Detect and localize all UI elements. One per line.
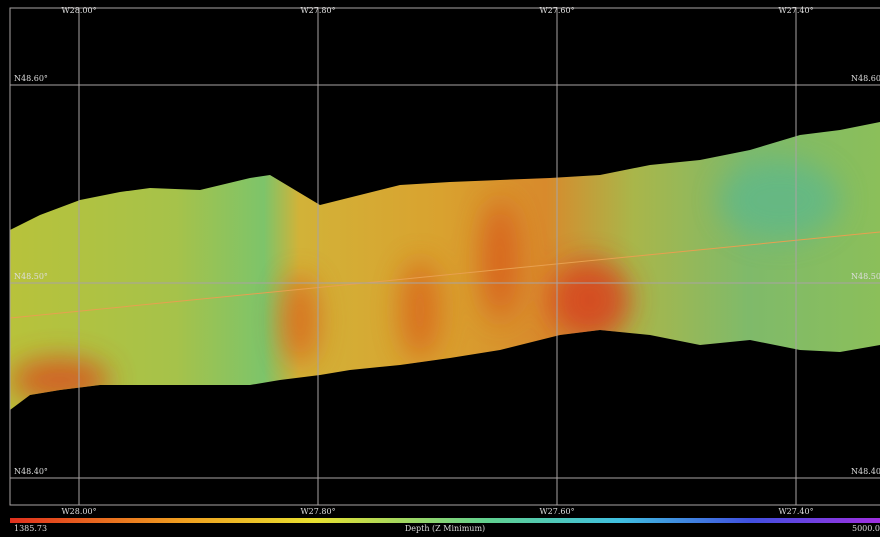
lon-label: W27.60° [539, 6, 574, 15]
colorbar [10, 518, 880, 523]
lat-label: N48.50° [14, 272, 48, 281]
lat-label: N48.40° [14, 467, 48, 476]
lat-label: N48.60° [851, 74, 880, 83]
lat-label: N48.60° [14, 74, 48, 83]
lon-label: W28.00° [61, 6, 96, 15]
lon-label: W27.40° [778, 507, 813, 516]
map-view: W28.00° W27.80° W27.60° W27.40° W28.00° … [0, 0, 880, 533]
lat-label: N48.50° [851, 272, 880, 281]
colorbar-min: 1385.73 [14, 524, 47, 533]
lat-label: N48.40° [851, 467, 880, 476]
lon-label: W27.40° [778, 6, 813, 15]
lon-label: W28.00° [61, 507, 96, 516]
colorbar-title: Depth (Z Minimum) [405, 524, 485, 533]
colorbar-max: 5000.0 [852, 524, 880, 533]
lon-label: W27.80° [300, 507, 335, 516]
lon-label: W27.60° [539, 507, 574, 516]
lon-label: W27.80° [300, 6, 335, 15]
